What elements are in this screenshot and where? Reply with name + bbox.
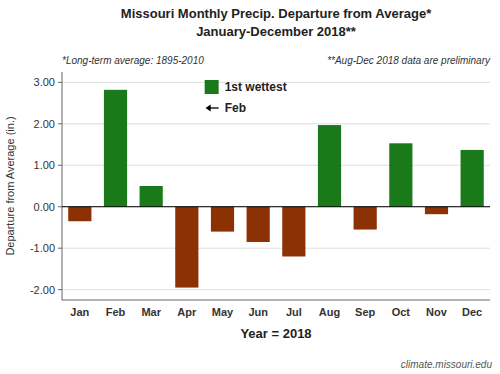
key-label: Feb [225,101,246,115]
tick-label: 3.00 [34,76,55,88]
bar [425,207,448,214]
tick-mark [58,82,62,83]
tick-label: 0.00 [34,201,55,213]
tick-mark [58,206,62,207]
y-axis-label: Departure from Average (in.) [4,116,16,255]
tick-label: -1.00 [30,242,55,254]
watermark: climate.missouri.edu [401,359,493,370]
key-label: 1st wettest [225,80,287,94]
bar [282,207,305,257]
tick-label: Mar [141,306,161,318]
grid-line [62,206,490,207]
y-axis: -2.00 -1.00 0.00 1.00 2.00 3.00 [30,72,490,300]
tick-label: Sep [355,306,375,318]
tick-label: Jan [70,306,89,318]
x-axis-label: Year = 2018 [240,326,311,341]
tick-label: 1.00 [34,159,55,171]
chart: Missouri Monthly Precip. Departure from … [0,0,500,374]
bar [175,207,198,288]
bar [247,207,270,242]
tick-mark [58,165,62,166]
tick-label: Dec [462,306,482,318]
tick-label: 2.00 [34,118,55,130]
tick-label: -2.00 [30,284,55,296]
tick-mark [58,123,62,124]
bar [354,207,377,230]
grid-line [62,289,490,290]
tick-label: Feb [106,306,126,318]
annotation: **Aug-Dec 2018 data are preliminary [327,55,491,66]
tick-mark [58,248,62,249]
zero-line [62,206,490,207]
tick-label: Oct [392,306,411,318]
bar [104,90,127,207]
key-arrow-head [206,105,211,112]
grid [62,82,490,289]
bars [68,90,484,288]
key-swatch [205,80,219,94]
bar [389,143,412,206]
subtitle: January-December 2018** [196,24,357,39]
tick-mark [58,289,62,290]
title: Missouri Monthly Precip. Departure from … [121,6,432,21]
bar [140,186,163,207]
tick-label: Aug [319,306,340,318]
tick-label: May [212,306,234,318]
key: 1st wettest Feb [205,80,287,115]
axis-line [62,72,63,300]
bar [461,150,484,207]
x-axis: Jan Feb Mar Apr May Jun Jul Aug Sep Oct Nov Dec [70,306,482,318]
bar [68,207,91,222]
tick-label: Apr [177,306,197,318]
bar [318,125,341,207]
annotation: *Long-term average: 1895-2010 [62,55,204,66]
tick-label: Jun [248,306,268,318]
axis-line [62,300,490,301]
tick-label: Jul [286,306,302,318]
bar [211,207,234,232]
tick-label: Nov [426,306,448,318]
grid-line [62,248,490,249]
